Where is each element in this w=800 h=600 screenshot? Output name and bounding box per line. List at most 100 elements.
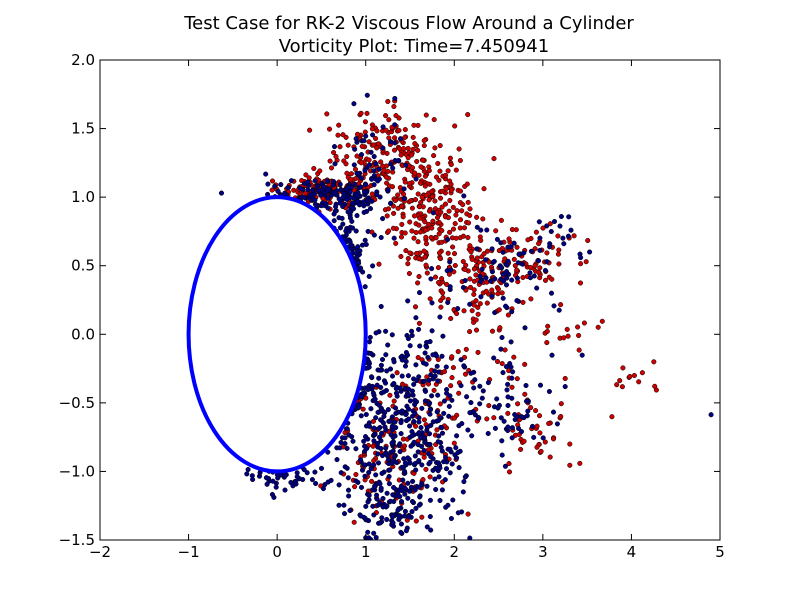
vortex-point-red [609,414,615,420]
vortex-point-blue [379,453,386,459]
vortex-point-red [399,221,405,227]
vortex-point-blue [536,219,542,225]
vortex-point-blue [566,214,572,220]
vortex-point-red [269,187,275,193]
vortex-point-red [498,217,504,223]
vortex-point-blue [337,181,343,187]
vortex-point-blue [356,202,363,208]
vortex-point-red [416,172,422,178]
vortex-point-blue [366,535,372,540]
vortex-point-blue [362,473,368,479]
vortex-point-blue [413,362,419,368]
vortex-point-red [562,375,568,382]
vortex-point-blue [413,315,419,321]
vortex-point-red [547,454,553,460]
vortex-point-blue [366,423,373,429]
vortex-point-blue [416,419,422,425]
vortex-point-blue [390,165,396,171]
vortex-point-red [486,403,492,409]
vortex-point-red [448,187,454,193]
y-axis-ticks: −1.5 −1.0 −0.5 0.0 0.5 1.0 1.5 2.0 [59,51,720,549]
vortex-point-blue [350,225,356,231]
vortex-point-blue [378,417,384,423]
vortex-point-blue [408,443,414,449]
vortex-point-red [424,270,430,276]
vortex-point-red [473,298,479,304]
vortex-point-blue [428,527,434,533]
vortex-point-red [344,154,350,160]
vortex-point-blue [453,445,459,451]
vortex-point-blue [347,189,353,195]
vortex-point-red [429,188,435,195]
vortex-point-blue [432,373,438,379]
vortex-point-blue [341,511,348,517]
vortex-point-red [564,326,570,332]
vortex-point-red [414,250,420,256]
vortex-point-blue [579,352,585,358]
vortex-point-red [423,192,429,198]
vortex-point-blue [405,480,411,486]
vortex-point-red [326,126,333,132]
vortex-point-blue [371,153,377,160]
vortex-point-red [426,221,432,227]
vortex-point-red [473,317,479,323]
vortex-point-red [370,443,376,449]
vortex-point-red [366,139,372,145]
vortex-point-blue [372,431,378,437]
vortex-point-red [549,276,555,282]
vortex-point-blue [460,284,466,291]
vortex-point-blue [397,449,403,455]
vortex-point-red [445,168,451,174]
vortex-point-red [471,302,477,308]
vortex-point-blue [399,408,405,414]
vortex-point-blue [409,328,415,334]
vortex-point-red [454,311,460,317]
vortex-point-blue [467,301,473,307]
vortex-point-red [440,295,446,301]
vortex-point-blue [381,389,387,395]
vortex-point-blue [409,433,415,439]
vortex-point-red [389,184,396,190]
vortex-point-blue [313,480,319,487]
cylinder-ring [186,195,368,474]
vortex-point-blue [367,206,374,212]
vortex-point-blue [331,218,337,224]
chart-title: Test Case for RK-2 Viscous Flow Around a… [183,13,634,34]
vortex-point-red [431,153,437,159]
vortex-point-red [536,269,542,275]
vortex-point-blue [415,442,421,448]
vortex-point-blue [389,414,395,420]
vortex-point-blue [460,489,466,495]
vortex-point-blue [378,384,384,390]
vortex-point-blue [461,193,467,199]
vortex-point-red [509,384,515,390]
vortex-point-blue [430,467,436,473]
vortex-point-blue [372,396,378,402]
vortex-point-red [456,390,462,396]
vortex-point-blue [383,445,389,451]
vortex-point-red [393,240,399,246]
vortex-point-red [439,276,445,282]
vortex-point-blue [290,483,296,489]
vortex-point-blue [454,455,460,461]
vortex-point-blue [479,395,485,401]
vortex-point-blue [393,386,399,392]
vortex-point-blue [435,417,442,424]
vortex-point-blue [447,470,453,476]
vortex-point-red [484,248,491,254]
vortex-point-blue [562,384,568,390]
vortex-point-blue [346,493,352,499]
vortex-point-red [651,359,657,365]
vortex-point-blue [366,469,372,476]
vortex-point-blue [388,200,394,207]
vortex-point-red [483,288,489,294]
vortex-point-blue [548,290,555,296]
vortex-point-red [457,217,464,223]
vortex-point-blue [427,411,433,417]
vortex-point-blue [462,474,468,480]
vortex-point-blue [387,467,393,473]
vortex-point-blue [282,473,288,479]
vortex-point-blue [489,269,495,275]
vortex-point-red [407,219,413,225]
vortex-point-red [457,188,464,194]
